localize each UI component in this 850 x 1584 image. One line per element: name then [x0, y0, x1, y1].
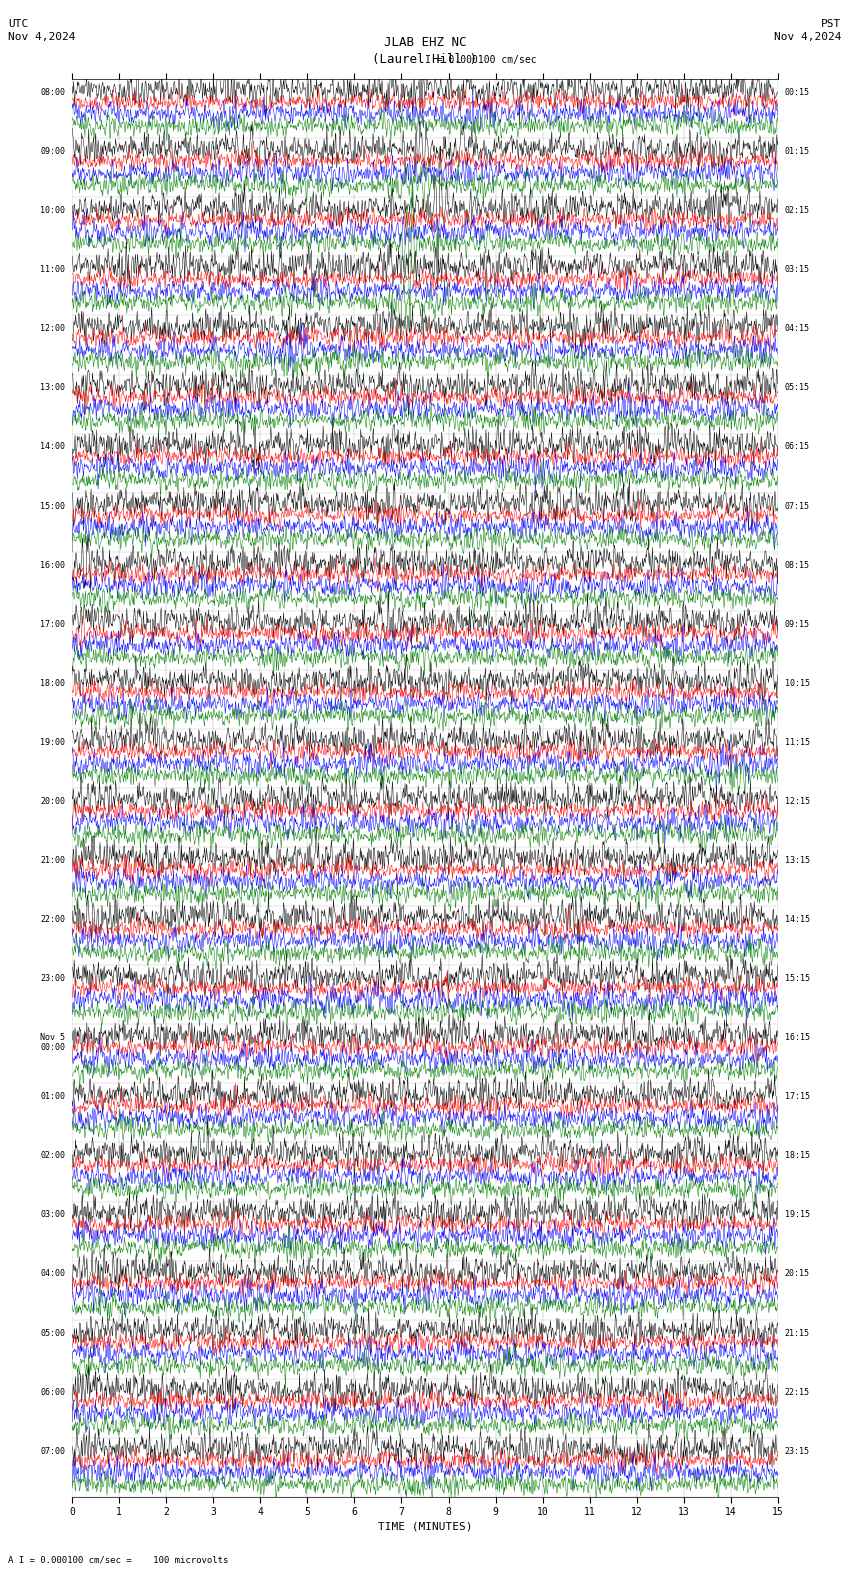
Text: 17:00: 17:00 — [40, 619, 65, 629]
Text: 14:00: 14:00 — [40, 442, 65, 451]
Text: 12:15: 12:15 — [785, 797, 810, 806]
Text: 07:00: 07:00 — [40, 1446, 65, 1456]
Text: 01:15: 01:15 — [785, 147, 810, 157]
Text: 04:15: 04:15 — [785, 325, 810, 333]
Text: 09:00: 09:00 — [40, 147, 65, 157]
Text: 22:15: 22:15 — [785, 1388, 810, 1397]
Text: 08:00: 08:00 — [40, 89, 65, 97]
Text: 21:15: 21:15 — [785, 1329, 810, 1337]
Text: A I = 0.000100 cm/sec =    100 microvolts: A I = 0.000100 cm/sec = 100 microvolts — [8, 1555, 229, 1565]
Text: 10:15: 10:15 — [785, 680, 810, 687]
Text: 22:00: 22:00 — [40, 916, 65, 923]
Text: 06:00: 06:00 — [40, 1388, 65, 1397]
Text: 01:00: 01:00 — [40, 1093, 65, 1101]
Text: JLAB EHZ NC
(Laurel Hill ): JLAB EHZ NC (Laurel Hill ) — [372, 36, 478, 67]
Text: 08:15: 08:15 — [785, 561, 810, 570]
Text: 15:00: 15:00 — [40, 502, 65, 510]
Text: 13:00: 13:00 — [40, 383, 65, 393]
Text: 11:15: 11:15 — [785, 738, 810, 746]
Text: 14:15: 14:15 — [785, 916, 810, 923]
Text: 03:15: 03:15 — [785, 265, 810, 274]
Text: 20:15: 20:15 — [785, 1269, 810, 1278]
Text: UTC
Nov 4,2024: UTC Nov 4,2024 — [8, 19, 76, 43]
Text: 03:00: 03:00 — [40, 1210, 65, 1220]
Text: 18:00: 18:00 — [40, 680, 65, 687]
Text: 11:00: 11:00 — [40, 265, 65, 274]
Text: 06:15: 06:15 — [785, 442, 810, 451]
Text: 16:15: 16:15 — [785, 1033, 810, 1042]
Text: I = 0.000100 cm/sec: I = 0.000100 cm/sec — [425, 55, 536, 65]
X-axis label: TIME (MINUTES): TIME (MINUTES) — [377, 1522, 473, 1532]
Text: 12:00: 12:00 — [40, 325, 65, 333]
Text: Nov 5
00:00: Nov 5 00:00 — [40, 1033, 65, 1052]
Text: 21:00: 21:00 — [40, 855, 65, 865]
Text: 19:00: 19:00 — [40, 738, 65, 746]
Text: 17:15: 17:15 — [785, 1093, 810, 1101]
Text: PST
Nov 4,2024: PST Nov 4,2024 — [774, 19, 842, 43]
Text: 05:00: 05:00 — [40, 1329, 65, 1337]
Text: 18:15: 18:15 — [785, 1152, 810, 1161]
Text: 23:15: 23:15 — [785, 1446, 810, 1456]
Text: 20:00: 20:00 — [40, 797, 65, 806]
Text: 04:00: 04:00 — [40, 1269, 65, 1278]
Text: 10:00: 10:00 — [40, 206, 65, 215]
Text: 16:00: 16:00 — [40, 561, 65, 570]
Text: 00:15: 00:15 — [785, 89, 810, 97]
Text: 19:15: 19:15 — [785, 1210, 810, 1220]
Text: 07:15: 07:15 — [785, 502, 810, 510]
Text: 23:00: 23:00 — [40, 974, 65, 984]
Text: 09:15: 09:15 — [785, 619, 810, 629]
Text: 05:15: 05:15 — [785, 383, 810, 393]
Text: 13:15: 13:15 — [785, 855, 810, 865]
Text: 02:15: 02:15 — [785, 206, 810, 215]
Text: 15:15: 15:15 — [785, 974, 810, 984]
Text: 02:00: 02:00 — [40, 1152, 65, 1161]
